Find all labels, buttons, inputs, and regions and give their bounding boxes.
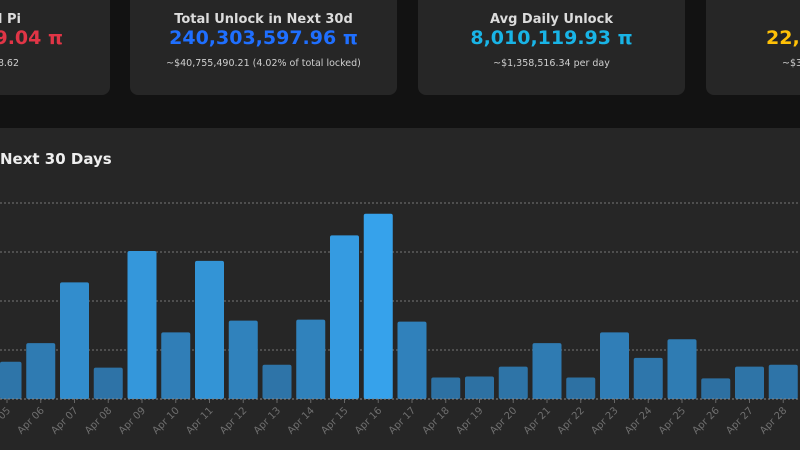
x-tick-label: Apr 21	[522, 405, 553, 436]
stat-card-avg-daily: Avg Daily Unlock 8,010,119.93 π ~$1,358,…	[418, 0, 685, 95]
x-tick-label: Apr 07	[49, 405, 80, 436]
bar-apr-10[interactable]	[161, 332, 191, 399]
bar-apr-11[interactable]	[195, 260, 224, 399]
stat-card-locked: d Pi 39.04 π 8.62	[0, 0, 110, 95]
bar-apr-12[interactable]	[228, 320, 258, 399]
bar-apr-26[interactable]	[701, 378, 731, 399]
bar-apr-06[interactable]	[26, 343, 56, 399]
x-tick-label: Apr 17	[387, 405, 418, 436]
x-tick-label: Apr 27	[724, 405, 755, 436]
card-sub: 8.62	[0, 58, 19, 69]
bar-apr-14[interactable]	[296, 319, 326, 399]
bar-apr-17[interactable]	[397, 321, 427, 399]
card-title: Total Unlock in Next 30d	[174, 12, 353, 27]
x-tick-label: Apr 11	[184, 405, 215, 436]
bar-apr-16[interactable]	[363, 213, 393, 399]
stat-card-total-unlock: Total Unlock in Next 30d 240,303,597.96 …	[130, 0, 397, 95]
bar-apr-08[interactable]	[93, 367, 123, 399]
x-tick-label: Apr 06	[16, 405, 47, 436]
card-value: 39.04 π	[0, 27, 63, 49]
bar-apr-28[interactable]	[768, 364, 798, 399]
x-tick-label: Apr 25	[657, 405, 688, 436]
x-tick-label: Apr 24	[623, 405, 654, 436]
x-tick-label: Apr 09	[117, 405, 148, 436]
bar-apr-22[interactable]	[566, 377, 596, 399]
bar-apr-15[interactable]	[330, 235, 359, 399]
bar-apr-05[interactable]	[0, 361, 22, 399]
x-tick-label: Apr 16	[353, 405, 384, 436]
bar-apr-19[interactable]	[465, 376, 494, 399]
bar-apr-07[interactable]	[60, 282, 89, 399]
bar-apr-24[interactable]	[633, 357, 663, 399]
card-title: d Pi	[0, 12, 21, 27]
x-tick-label: Apr 18	[421, 405, 452, 436]
x-tick-label: Apr 28	[758, 405, 789, 436]
x-tick-label: Apr 14	[286, 405, 317, 436]
card-sub: ~$3	[782, 58, 800, 69]
bar-apr-27[interactable]	[735, 366, 764, 399]
card-sub: ~$40,755,490.21 (4.02% of total locked)	[166, 58, 361, 69]
stat-card-4: 22,7 ~$3	[706, 0, 800, 95]
card-value: 240,303,597.96 π	[169, 27, 358, 49]
bar-apr-25[interactable]	[667, 339, 697, 399]
chart-title: Next 30 Days	[0, 150, 112, 168]
card-sub: ~$1,358,516.34 per day	[493, 58, 610, 69]
bar-apr-21[interactable]	[532, 343, 562, 399]
bar-apr-23[interactable]	[600, 332, 629, 399]
x-tick-label: Apr 15	[319, 405, 350, 436]
x-tick-label: Apr 05	[0, 405, 13, 436]
x-tick-label: Apr 10	[151, 405, 182, 436]
x-tick-label: Apr 20	[488, 405, 519, 436]
x-tick-label: Apr 19	[454, 405, 485, 436]
card-value: 22,7	[766, 27, 800, 49]
x-tick-label: Apr 13	[252, 405, 283, 436]
x-tick-label: Apr 26	[691, 405, 722, 436]
x-tick-label: Apr 23	[589, 405, 620, 436]
bar-apr-13[interactable]	[262, 364, 292, 399]
bar-apr-20[interactable]	[498, 366, 528, 399]
card-value: 8,010,119.93 π	[470, 27, 633, 49]
x-tick-label: Apr 08	[83, 405, 114, 436]
x-tick-label: Apr 22	[556, 405, 587, 436]
bar-apr-18[interactable]	[431, 377, 461, 399]
x-tick-label: Apr 12	[218, 405, 249, 436]
bar-apr-09[interactable]	[127, 251, 157, 399]
card-title: Avg Daily Unlock	[490, 12, 613, 27]
